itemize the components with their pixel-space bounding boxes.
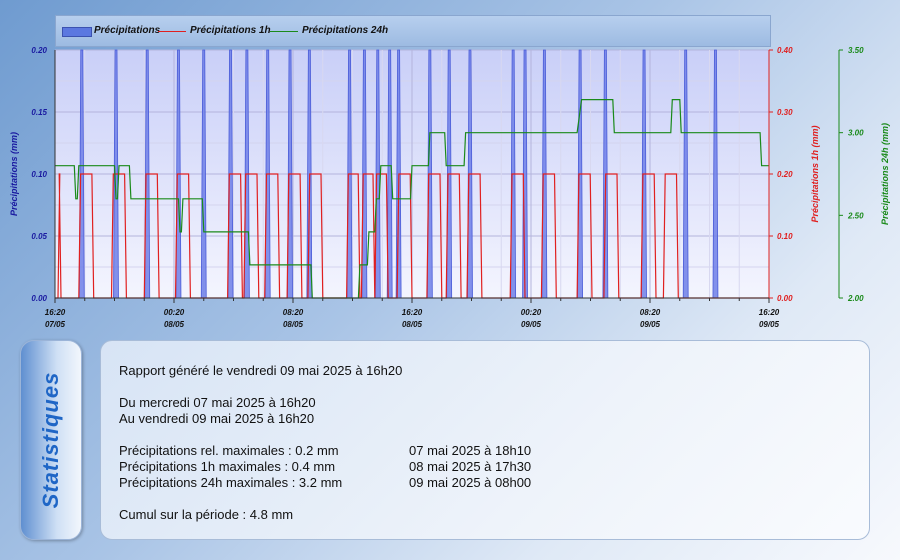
stat-row-when: 08 mai 2025 à 17h30: [409, 459, 532, 474]
right1-tick-label: 0.30: [777, 108, 793, 117]
x-tick-date: 07/05: [45, 320, 66, 329]
x-tick-time: 16:20: [759, 308, 780, 317]
stat-row-label: Précipitations 1h maximales : 0.4 mm: [119, 459, 336, 474]
left-tick-label: 0.15: [31, 108, 47, 117]
statistics-tab-label: Statistiques: [38, 371, 63, 509]
left-axis-label: Précipitations (mm): [9, 132, 19, 216]
left-tick-label: 0.10: [31, 170, 47, 179]
legend-label-1h: Précipitations 1h: [190, 25, 271, 36]
stat-row-when: 07 mai 2025 à 18h10: [409, 443, 532, 458]
right1-tick-label: 0.20: [777, 170, 793, 179]
legend-label-24h: Précipitations 24h: [302, 25, 389, 36]
period-from: Du mercredi 07 mai 2025 à 16h20: [119, 395, 316, 410]
right2-axis-label: Précipitations 24h (mm): [880, 123, 890, 225]
x-tick-time: 16:20: [45, 308, 66, 317]
series-1h-line: [55, 173, 769, 299]
axes: 0.00 0.05 0.10 0.15 0.20 Précipitations (mm) 0…: [9, 46, 890, 329]
x-tick-time: 08:20: [640, 308, 661, 317]
left-tick-label: 0.20: [31, 46, 47, 55]
right2-tick-label: 2.00: [847, 294, 864, 303]
legend-label-precip: Précipitations: [94, 25, 161, 36]
precipitation-chart: 0.00 0.05 0.10 0.15 0.20 Précipitations (mm) 0…: [9, 46, 890, 329]
right1-tick-label: 0.40: [777, 46, 793, 55]
statistics-panel: Rapport généré le vendredi 09 mai 2025 à…: [100, 340, 870, 540]
right2-tick-label: 3.50: [848, 46, 864, 55]
right1-axis-label: Précipitations 1h (mm): [810, 125, 820, 222]
x-tick-date: 08/05: [402, 320, 423, 329]
x-tick-date: 09/05: [521, 320, 542, 329]
statistics-tab: Statistiques: [20, 340, 82, 540]
series-lines: [55, 98, 769, 299]
stat-row-when: 09 mai 2025 à 08h00: [409, 475, 532, 490]
x-tick-time: 00:20: [164, 308, 185, 317]
right1-tick-label: 0.00: [777, 294, 793, 303]
left-tick-label: 0.00: [31, 294, 47, 303]
left-tick-label: 0.05: [31, 232, 47, 241]
report-line: Rapport généré le vendredi 09 mai 2025 à…: [119, 363, 403, 378]
chart-legend: Précipitations Précipitations 1h Précipi…: [55, 15, 771, 47]
x-tick-time: 08:20: [283, 308, 304, 317]
x-tick-date: 08/05: [164, 320, 185, 329]
series-24h-line: [55, 98, 769, 299]
legend-swatch-24h: [270, 31, 298, 32]
x-tick-date: 09/05: [759, 320, 780, 329]
cumul-line: Cumul sur la période : 4.8 mm: [119, 507, 294, 522]
right2-tick-label: 2.50: [847, 211, 864, 220]
x-tick-date: 08/05: [283, 320, 304, 329]
stat-row-label: Précipitations 24h maximales : 3.2 mm: [119, 475, 343, 490]
right1-tick-label: 0.10: [777, 232, 793, 241]
legend-swatch-1h: [158, 31, 186, 32]
x-tick-date: 09/05: [640, 320, 661, 329]
period-to: Au vendredi 09 mai 2025 à 16h20: [119, 411, 315, 426]
stat-row-label: Précipitations rel. maximales : 0.2 mm: [119, 443, 339, 458]
legend-swatch-precip: [62, 27, 92, 37]
x-tick-time: 16:20: [402, 308, 423, 317]
right2-tick-label: 3.00: [848, 129, 864, 138]
x-tick-time: 00:20: [521, 308, 542, 317]
